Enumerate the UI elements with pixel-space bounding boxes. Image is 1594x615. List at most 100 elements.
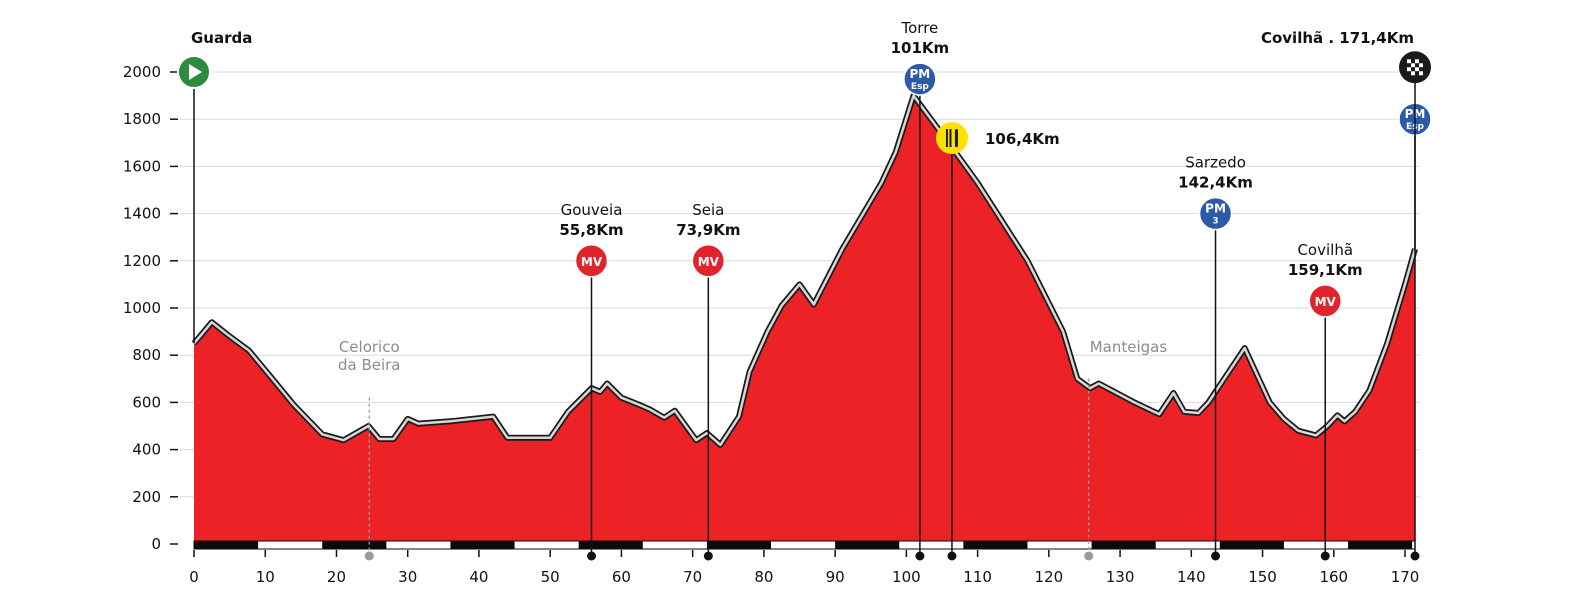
- marker-km-label: 73,9Km: [676, 221, 740, 239]
- x-axis: 0 10 20 30 40 50 60 70 80 90 100 110 120 130 140 150 160…: [189, 550, 1419, 586]
- passing-town-dot: [364, 551, 374, 561]
- marker-km-dot: [1211, 551, 1221, 561]
- fork-tine: [949, 129, 952, 148]
- y-tick-label: 600: [132, 393, 161, 411]
- x-tick-label: 0: [189, 568, 199, 586]
- checker-cell: [1407, 59, 1411, 64]
- feed-zone-badge: [935, 122, 968, 155]
- marker-km-label: 106,4Km: [985, 130, 1060, 148]
- profile-outline-light: [193, 94, 1417, 447]
- y-tick-label: 200: [132, 488, 161, 506]
- passing-town-name-2: da Beira: [338, 356, 401, 374]
- fork-tine: [945, 129, 948, 148]
- marker-town-name: Seia: [692, 201, 724, 219]
- checker-cell: [1419, 67, 1423, 72]
- profile-fill: [194, 95, 1415, 544]
- distance-bar-segment: [194, 541, 259, 549]
- distance-bar-segment: [706, 541, 772, 549]
- y-tick-label: 1600: [123, 157, 161, 175]
- x-tick-label: 10: [256, 568, 275, 586]
- y-axis: 0 200 400 600 800 1000 1200 1400 1600 1800 2000: [123, 63, 178, 553]
- marker-km-label: 159,1Km: [1288, 261, 1363, 279]
- passing-town-dot: [1084, 551, 1094, 561]
- start-town-name: Guarda: [191, 29, 252, 47]
- category-badge: [1308, 284, 1342, 318]
- marker-km-label: 142,4Km: [1178, 174, 1253, 192]
- x-tick-label: 70: [683, 568, 702, 586]
- badge-label: MV: [698, 255, 720, 269]
- x-tick-label: 40: [469, 568, 488, 586]
- checker-cell: [1415, 63, 1419, 68]
- y-tick-label: 2000: [123, 63, 161, 81]
- marker-km-dot: [915, 551, 925, 561]
- marker-km-dot: [947, 551, 957, 561]
- marker-town-name: Gouveia: [561, 201, 623, 219]
- distance-bar: [193, 540, 1416, 550]
- marker-km-dot: [587, 551, 597, 561]
- marker-km-dot: [703, 551, 713, 561]
- marker-km-label: 55,8Km: [559, 221, 623, 239]
- checker-cell: [1415, 59, 1419, 64]
- x-tick-label: 140: [1177, 568, 1206, 586]
- x-tick-label: 130: [1106, 568, 1135, 586]
- badge-label-sub: 3: [1212, 217, 1218, 227]
- x-tick-label: 170: [1391, 568, 1420, 586]
- badge-label: PM: [1205, 202, 1226, 216]
- marker-km-dot: [1410, 551, 1420, 561]
- y-tick-label: 800: [132, 346, 161, 364]
- checker-cell: [1415, 71, 1419, 76]
- badge-label: MV: [1315, 295, 1337, 309]
- x-tick-label: 150: [1248, 568, 1277, 586]
- checker-cell: [1419, 63, 1423, 68]
- checker-cell: [1407, 63, 1411, 68]
- passing-town-name: Celorico: [339, 338, 400, 356]
- profile-area: [191, 92, 1418, 544]
- category-badge: [1198, 196, 1233, 231]
- finish-town-name: Covilhã . 171,4Km: [1261, 29, 1414, 47]
- checker-cell: [1407, 71, 1411, 76]
- checker-cell: [1419, 59, 1423, 64]
- badge-label-sub: Esp: [911, 82, 930, 92]
- fork-knife-icon: [945, 129, 958, 148]
- marker-town-name: Torre: [901, 19, 939, 37]
- knife-blade: [954, 129, 958, 148]
- marker-km-label: 101Km: [891, 39, 950, 57]
- badge-label: PM: [910, 67, 931, 81]
- x-tick-label: 20: [327, 568, 346, 586]
- distance-bar-segment: [1219, 541, 1284, 549]
- distance-bar-segment: [963, 541, 1028, 549]
- x-tick-label: 100: [892, 568, 921, 586]
- y-tick-label: 1000: [123, 299, 161, 317]
- x-tick-label: 80: [754, 568, 773, 586]
- checker-cell: [1415, 67, 1419, 72]
- category-badge: [903, 62, 937, 96]
- checker-cell: [1411, 63, 1415, 68]
- checker-cell: [1411, 71, 1415, 76]
- checkered-flag-icon: [1407, 59, 1423, 76]
- distance-bar-segment: [1091, 541, 1156, 549]
- y-tick-label: 1800: [123, 110, 161, 128]
- marker-town-name: Sarzedo: [1185, 154, 1246, 172]
- x-tick-label: 160: [1319, 568, 1348, 586]
- y-tick-label: 1200: [123, 252, 161, 270]
- distance-bar-segment: [450, 541, 515, 549]
- checker-cell: [1419, 71, 1423, 76]
- distance-bar-segment: [1348, 541, 1413, 549]
- checker-cell: [1407, 67, 1411, 72]
- distance-bar-segment: [322, 541, 387, 549]
- category-badge: [574, 244, 609, 278]
- start-flag-icon: [189, 64, 202, 80]
- start-finish: Guarda Covilhã . 171,4Km: [177, 29, 1431, 344]
- marker-town-name: Covilhã: [1297, 241, 1353, 259]
- x-tick-label: 110: [963, 568, 992, 586]
- x-tick-label: 90: [826, 568, 845, 586]
- category-badge: [691, 244, 726, 278]
- y-tick-label: 400: [132, 441, 161, 459]
- x-tick-label: 60: [612, 568, 631, 586]
- badge-label: MV: [581, 255, 603, 269]
- distance-bar-segment: [578, 541, 643, 549]
- x-tick-label: 30: [398, 568, 417, 586]
